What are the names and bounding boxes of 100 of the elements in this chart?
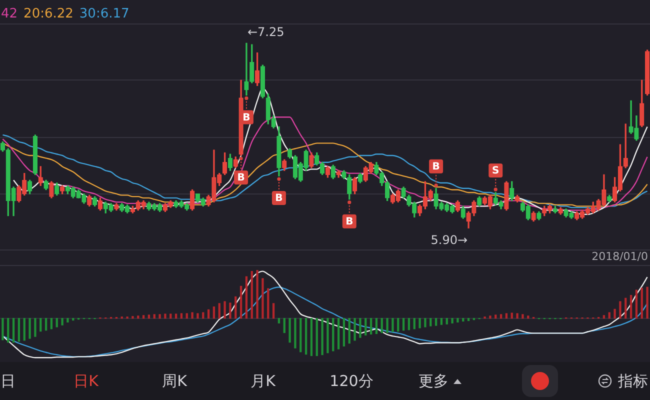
bar [7,318,10,343]
bar [50,318,53,330]
annotation: 2018/01/0 [592,250,648,263]
bar [413,318,416,330]
bar [321,318,324,356]
annotation: B [275,193,283,204]
bar [272,303,275,319]
bar [375,318,378,334]
text: 30:6.17 [79,6,130,22]
bar [494,314,497,319]
bar [451,318,454,324]
bar [245,276,248,319]
bar [646,286,648,319]
bar [326,318,329,354]
bar [191,312,194,319]
bar [456,318,459,322]
bar [467,318,470,322]
bar [635,290,638,319]
bar [354,318,356,341]
bar [61,318,64,326]
bar [602,315,606,319]
bar [202,312,204,319]
bar [196,313,199,319]
bar [12,318,15,343]
bar [342,318,346,346]
bar [72,318,74,321]
bar [207,309,210,319]
annotation: S [492,166,500,177]
bar [316,318,318,356]
annotation: B [242,112,250,124]
bar [348,318,350,344]
bar [148,314,150,319]
bar [386,318,388,334]
bar [234,296,237,319]
bar [440,318,443,325]
annotation: B [237,172,245,184]
bar [212,306,216,319]
bar [300,318,302,352]
bar [337,318,340,350]
bar [278,318,280,324]
annotation: B [432,161,440,172]
bar [619,301,622,319]
bar [2,318,4,340]
bar [624,298,627,319]
bar [132,316,134,319]
bar [158,314,161,319]
bar [137,316,140,319]
bar [267,288,270,319]
bar [66,318,69,322]
bar [34,318,36,337]
bar [614,308,616,319]
annotation: B [346,216,354,228]
bar [359,318,362,338]
bar [430,318,432,326]
bar [174,314,178,319]
text: 周K [162,372,187,390]
bar [505,313,508,319]
bar [434,318,438,326]
text: 月K [250,372,276,390]
bar [23,318,26,341]
bar [380,318,383,334]
bar [608,312,610,319]
bar [294,318,296,348]
bar [250,270,253,319]
bar [370,318,372,334]
bar [186,313,188,319]
text: 更多 [418,372,448,390]
bar [446,318,448,324]
bar [262,278,264,319]
bar [256,270,258,319]
bar [224,301,226,319]
bar [283,318,286,334]
bar [364,318,367,336]
text: 120分 [330,372,374,390]
bar [28,318,31,339]
bar [489,316,492,319]
bar [397,318,400,332]
text: 指标 [618,372,648,390]
bar [40,318,42,332]
bar [500,314,502,319]
bar [402,318,405,331]
bar [164,314,166,319]
bar [142,315,145,319]
bar [516,313,518,319]
bar [240,286,242,319]
bar [218,303,220,319]
bar [418,318,421,328]
candlestick [244,42,249,96]
bar [640,288,643,319]
bar [332,318,334,352]
bar [630,294,632,319]
text: 日 [0,372,16,390]
bar [18,318,20,342]
bar [424,318,426,328]
bar [44,318,48,331]
text: 日K [74,372,98,390]
text: 20:6.22 [24,6,74,22]
text: 42 [1,6,18,22]
bar [392,318,394,332]
bar [304,318,308,355]
